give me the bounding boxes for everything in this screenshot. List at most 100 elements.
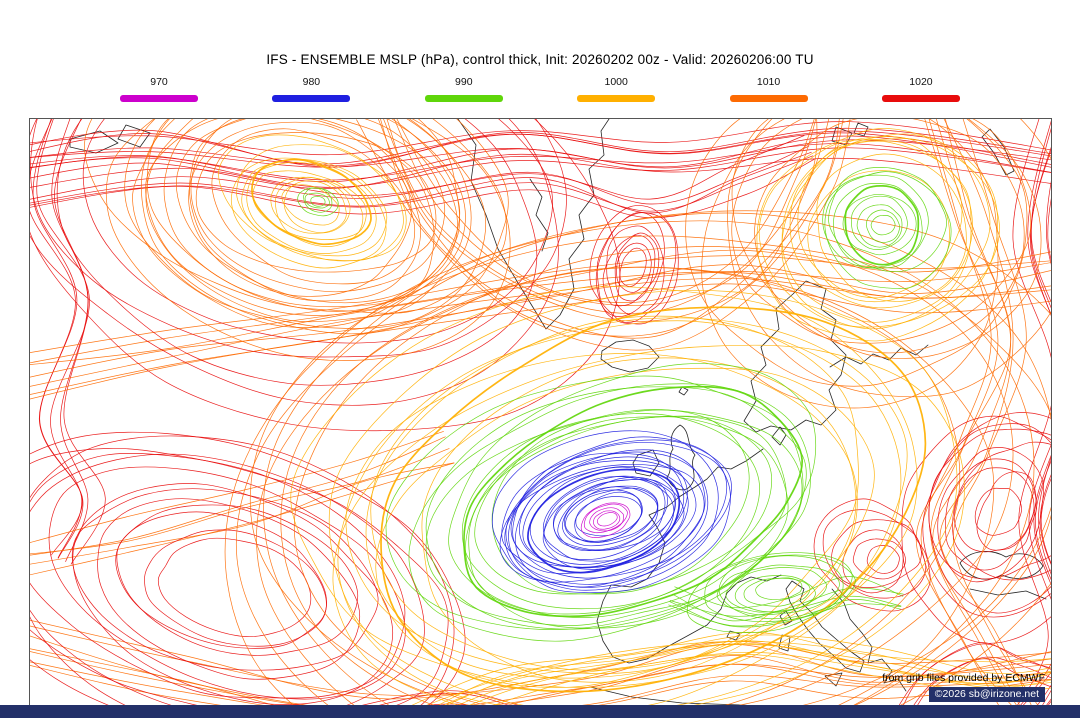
contour-green: [671, 587, 904, 622]
contour-red: [842, 529, 904, 594]
contour-red: [30, 119, 83, 556]
contour-orange: [939, 119, 1035, 712]
contour-red: [97, 498, 360, 680]
credits-block: from grib files provided by ECMWF ©2026 …: [882, 672, 1045, 702]
contour-red: [901, 415, 1051, 644]
credit-copyright: ©2026 sb@irizone.net: [928, 686, 1045, 702]
contour-red: [945, 458, 1038, 571]
contour-green: [463, 385, 803, 618]
contour-orange: [30, 436, 446, 556]
contour-red: [1039, 181, 1051, 712]
contour-magenta: [593, 510, 621, 530]
contour-red: [976, 471, 1037, 551]
contour-yellow: [380, 306, 927, 693]
contour-green: [425, 386, 807, 630]
map-area: from grib files provided by ECMWF ©2026 …: [29, 118, 1052, 713]
contour-yellow: [246, 161, 377, 254]
contour-orange: [685, 119, 1028, 387]
contour-yellow: [758, 138, 1000, 328]
contour-red: [32, 119, 84, 559]
contour-yellow: [789, 140, 973, 309]
contour-orange: [84, 119, 507, 314]
coastline-path: [969, 588, 1047, 600]
contour-yellow: [337, 320, 902, 712]
contour-red: [30, 435, 455, 712]
contour-orange: [380, 119, 840, 339]
contour-yellow: [816, 153, 967, 302]
contour-orange: [236, 210, 1051, 712]
contour-red: [82, 119, 553, 344]
legend-color-bar: [424, 95, 503, 102]
coastline-path: [600, 339, 660, 373]
contour-yellow: [407, 641, 1051, 712]
pressure-legend: 970 980 990 1000 1010 1020: [120, 76, 960, 102]
contour-green: [385, 375, 804, 630]
contour-green: [687, 552, 853, 633]
contour-green: [844, 185, 920, 266]
chart-title: IFS - ENSEMBLE MSLP (hPa), control thick…: [266, 52, 814, 67]
contour-orange: [920, 119, 1019, 712]
contour-orange: [915, 119, 1003, 712]
contour-orange: [30, 651, 1051, 712]
contour-orange: [754, 119, 1025, 354]
legend-label: 990: [455, 76, 473, 88]
contour-orange: [731, 119, 1042, 359]
contour-red: [928, 423, 1051, 614]
contour-orange: [190, 119, 446, 293]
contour-orange: [249, 235, 1051, 712]
contour-green: [310, 196, 326, 207]
contour-blue: [491, 430, 719, 591]
contour-blue: [514, 449, 706, 588]
contour-green: [743, 577, 811, 607]
contour-red: [116, 504, 359, 656]
contour-red: [157, 537, 312, 638]
contour-yellow: [807, 170, 950, 303]
contour-orange: [30, 262, 1051, 365]
contour-red: [928, 428, 1051, 580]
contour-red: [866, 545, 900, 574]
contour-blue: [542, 478, 685, 570]
contour-yellow: [290, 286, 918, 688]
contour-red: [831, 519, 922, 589]
contour-red: [30, 135, 1051, 168]
contour-blue: [522, 465, 689, 569]
legend-label: 970: [150, 76, 168, 88]
contour-green: [669, 599, 901, 628]
contour-yellow: [375, 367, 875, 688]
contour-yellow: [345, 353, 858, 674]
contour-yellow: [241, 158, 388, 257]
coastline-path: [666, 424, 696, 491]
contour-yellow: [781, 133, 991, 330]
contour-blue: [543, 475, 666, 560]
contour-red: [619, 247, 647, 287]
contour-red: [30, 119, 621, 432]
contour-red: [30, 119, 559, 406]
contour-red: [71, 488, 379, 671]
coastline-path: [457, 119, 610, 330]
contour-blue: [574, 491, 643, 542]
legend-label: 980: [302, 76, 321, 88]
contour-orange: [731, 119, 1032, 344]
contour-green: [303, 187, 333, 213]
contour-red: [30, 119, 567, 358]
contour-orange: [163, 119, 466, 308]
contour-orange: [263, 212, 1051, 712]
coastlines-layer: [69, 119, 1047, 712]
contour-green: [674, 576, 904, 609]
legend-color-bar: [729, 95, 808, 102]
contour-magenta: [589, 507, 625, 532]
contour-green: [856, 204, 903, 248]
contour-orange: [211, 128, 416, 285]
contour-red: [894, 642, 1051, 712]
contour-magenta: [583, 503, 628, 534]
legend-label: 1020: [909, 76, 933, 88]
contour-red: [616, 242, 652, 293]
contour-magenta: [596, 512, 618, 527]
contour-orange: [105, 119, 511, 361]
contour-green: [828, 166, 947, 272]
contour-green: [822, 174, 929, 268]
contour-yellow: [332, 344, 965, 712]
contour-red: [30, 453, 425, 712]
contour-orange: [30, 283, 1051, 400]
